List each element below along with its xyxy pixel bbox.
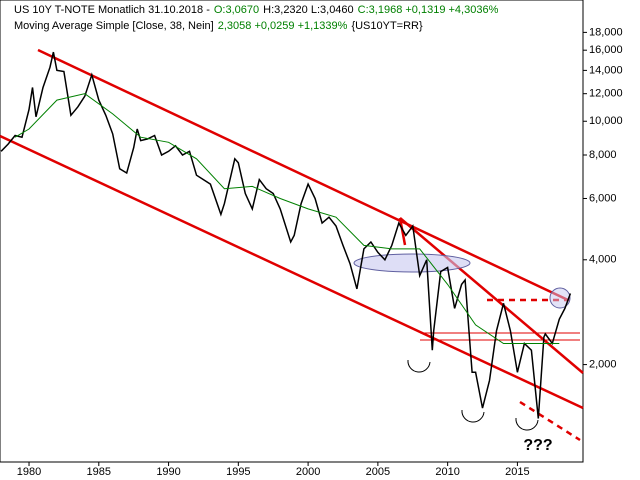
trend-edge	[398, 217, 407, 246]
y-tick-label: 14,000	[589, 64, 623, 76]
bottom-arc	[461, 409, 485, 423]
x-tick-label: 1990	[156, 466, 180, 478]
indicator-part: Moving Average Simple [Close, 38, Nein]	[14, 20, 214, 32]
y-tick-label: 8,000	[589, 149, 617, 161]
moving-average	[14, 93, 560, 344]
indicator-part: {US10YT=RR}	[351, 20, 423, 32]
x-tick-label: 2010	[435, 466, 459, 478]
y-tick-label: 4,000	[589, 254, 617, 266]
bottom-arc	[515, 417, 539, 431]
x-tick-label: 1980	[17, 466, 41, 478]
trend-lines	[0, 48, 584, 442]
lower-channel	[0, 134, 584, 410]
y-tick-label: 18,000	[589, 26, 623, 38]
x-tick-label: 2000	[296, 466, 320, 478]
y-tick-label: 12,000	[589, 88, 623, 100]
steep-trend	[399, 217, 584, 374]
plot-frame	[0, 0, 584, 463]
y-tick-label: 10,000	[589, 115, 623, 127]
x-tick-label: 2015	[505, 466, 529, 478]
x-tick-label: 1985	[87, 466, 111, 478]
header-part: US 10Y T-NOTE Monatlich 31.10.2018 -	[14, 4, 210, 16]
header: US 10Y T-NOTE Monatlich 31.10.2018 - O:3,…	[14, 4, 499, 16]
indicator-part: 2,3058 +0,0259 +1,1339%	[218, 20, 348, 32]
x-tick-label: 2005	[366, 466, 390, 478]
y-tick-label: 6,000	[589, 192, 617, 204]
header-part: H:3,2320 L:3,0460	[263, 4, 354, 16]
upper-channel	[37, 48, 569, 302]
highlight-ellipse	[353, 253, 471, 273]
x-tick-label: 1995	[226, 466, 250, 478]
annotation: ???	[523, 437, 552, 454]
y-tick-label: 16,000	[589, 44, 623, 56]
indicator-legend: Moving Average Simple [Close, 38, Nein] 2…	[14, 20, 423, 32]
header-part: C:3,1968 +0,1319 +4,3036%	[358, 4, 499, 16]
header-part: O:3,0670	[214, 4, 259, 16]
bottom-arc	[407, 359, 431, 373]
highlight-circle	[549, 287, 571, 309]
projection-dashed	[519, 400, 581, 442]
y-tick-label: 2,000	[589, 358, 617, 370]
price-line	[0, 51, 572, 419]
